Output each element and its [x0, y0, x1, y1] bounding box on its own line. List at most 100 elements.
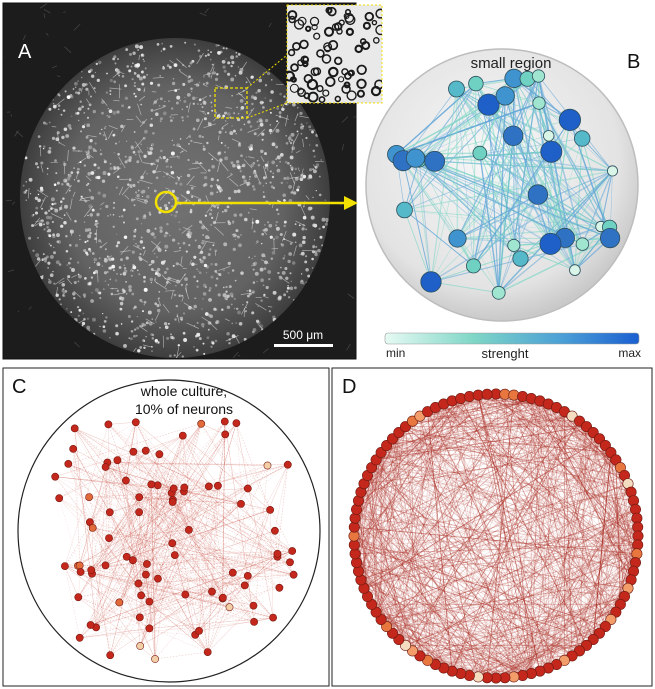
c-node	[250, 618, 258, 626]
c-node	[266, 505, 274, 514]
b-node	[543, 130, 555, 142]
c-node	[85, 493, 93, 501]
b-node	[527, 184, 549, 205]
c-node	[208, 587, 216, 596]
c-node	[197, 419, 206, 428]
c-node	[225, 603, 234, 612]
c-node	[273, 549, 282, 558]
c-node	[70, 424, 79, 433]
panel-c-title-line2: 10% of neurons	[135, 401, 233, 417]
c-node	[243, 484, 252, 493]
panel-b-letter: B	[627, 51, 640, 73]
panel-c-title-line1: whole culture,	[140, 383, 227, 399]
c-node	[220, 417, 229, 426]
c-node	[283, 460, 292, 469]
c-node	[64, 459, 73, 468]
zoom-inset	[286, 4, 383, 104]
c-node	[101, 561, 110, 570]
b-node	[405, 148, 426, 168]
b-node	[465, 258, 481, 274]
c-node	[141, 570, 150, 579]
d-nodes	[348, 388, 644, 684]
c-node	[76, 568, 85, 576]
b-node	[420, 271, 442, 293]
c-node	[142, 560, 151, 568]
c-node	[74, 593, 83, 602]
d-node	[481, 388, 493, 400]
c-node	[153, 481, 162, 490]
colorbar-min-label: min	[386, 346, 405, 360]
panel-c-letter: C	[12, 376, 26, 398]
c-node	[135, 508, 143, 517]
b-node	[575, 237, 590, 251]
d-edges	[353, 393, 639, 679]
culture-texture	[22, 41, 329, 358]
c-node	[213, 481, 222, 490]
c-node	[136, 642, 145, 650]
panel-b-title: small region	[471, 55, 552, 72]
b-node	[477, 93, 500, 116]
b-node	[539, 232, 562, 255]
c-edges	[54, 421, 294, 660]
b-node	[495, 86, 515, 106]
c-node	[155, 450, 164, 459]
c-node	[145, 597, 154, 606]
c-node	[75, 561, 84, 570]
colorbar-max-label: max	[618, 346, 641, 360]
c-node	[101, 463, 110, 471]
c-node	[289, 570, 298, 579]
c-node	[129, 447, 138, 456]
c-node	[237, 499, 245, 508]
b-node	[532, 96, 546, 110]
panel-a-letter: A	[18, 41, 32, 63]
c-node	[135, 613, 144, 622]
c-node	[180, 483, 189, 492]
c-node	[286, 558, 294, 567]
c-node	[128, 556, 137, 565]
c-node	[170, 551, 179, 559]
b-node	[599, 228, 621, 249]
c-node	[240, 581, 249, 590]
c-node	[134, 579, 143, 588]
c-node	[69, 444, 78, 453]
b-node	[448, 80, 465, 98]
c-node	[122, 552, 131, 561]
zoom-box-dashed	[214, 87, 248, 119]
c-node	[105, 508, 114, 517]
c-node	[151, 655, 159, 663]
c-node	[288, 547, 297, 555]
c-node	[137, 591, 145, 600]
b-node	[491, 285, 506, 300]
c-node	[169, 484, 178, 493]
b-node	[507, 238, 521, 252]
panel-b-network	[365, 48, 639, 322]
culture-outline	[17, 379, 321, 683]
c-node	[105, 534, 113, 542]
c-node	[115, 598, 124, 607]
c-nodes	[51, 417, 298, 663]
c-node	[147, 480, 156, 489]
b-node	[424, 150, 446, 172]
b-node	[512, 250, 529, 267]
b-node	[531, 69, 546, 83]
c-node	[86, 621, 95, 629]
b-nodes	[387, 68, 621, 300]
b-node	[503, 125, 524, 147]
c-node	[168, 498, 177, 506]
c-node	[195, 627, 203, 635]
c-node	[275, 583, 284, 592]
scale-bar	[274, 344, 333, 347]
c-node	[263, 461, 272, 470]
c-node	[145, 624, 154, 633]
c-node	[203, 648, 212, 656]
c-node	[104, 420, 113, 429]
c-node	[204, 482, 213, 491]
c-node	[51, 472, 60, 481]
c-node	[55, 494, 64, 503]
colorbar-label: strenght	[482, 346, 529, 361]
c-node	[218, 593, 227, 602]
c-node	[249, 601, 258, 610]
c-node	[135, 493, 144, 502]
c-node	[61, 562, 69, 570]
